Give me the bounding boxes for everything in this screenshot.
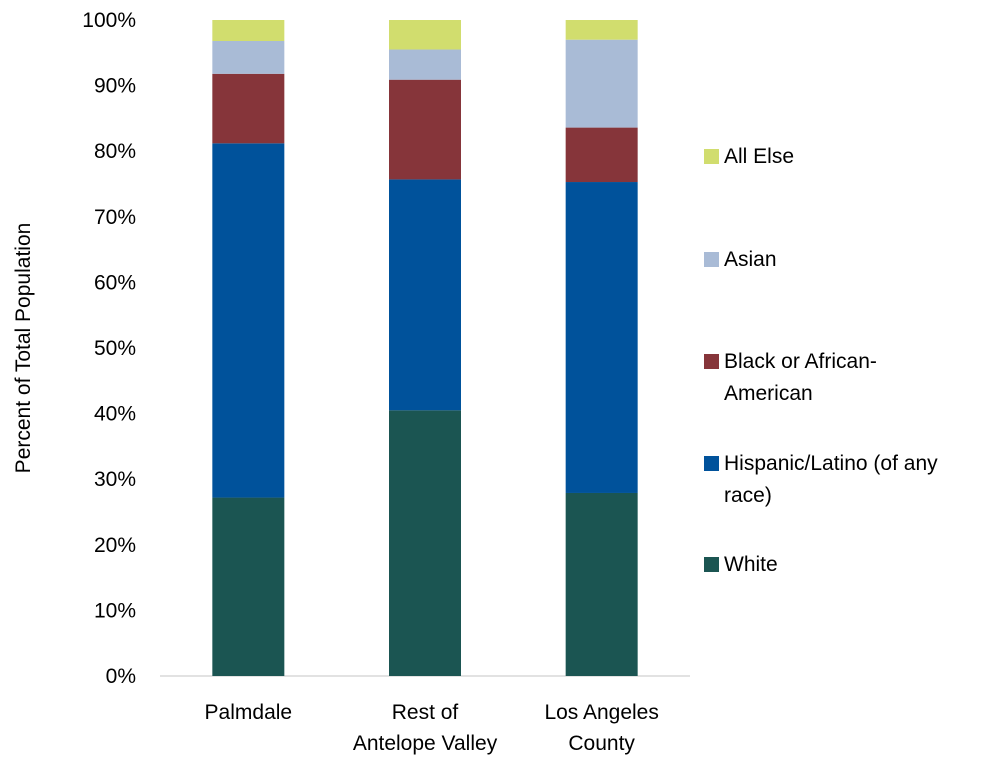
bar-segment-black-or-african-american <box>212 73 285 144</box>
x-category-label: County <box>568 732 635 755</box>
legend: All Else Asian Black or African- American Hi… <box>704 145 938 576</box>
y-tick-label: 40% <box>94 403 136 426</box>
y-tick-label: 10% <box>94 599 136 622</box>
legend-swatch <box>704 557 719 572</box>
x-category-label: Antelope Valley <box>353 732 498 755</box>
category-labels: Palmdale Rest of Antelope Valley Los Angele… <box>205 701 659 755</box>
bar-segment-asian <box>212 40 285 74</box>
bar-segment-hispanic-latino-of-any-race <box>212 143 285 498</box>
legend-label: Asian <box>724 248 777 271</box>
bar-segment-white <box>389 410 461 676</box>
y-tick-label: 100% <box>82 9 136 32</box>
bar-segment-all-else <box>565 20 638 40</box>
x-category-label: Rest of <box>392 701 459 724</box>
legend-label: All Else <box>724 145 794 168</box>
legend-label: White <box>724 553 778 576</box>
legend-swatch <box>704 252 719 267</box>
bar-segment-hispanic-latino-of-any-race <box>565 182 638 493</box>
y-axis-ticks: 0% 10% 20% 30% 40% 50% 60% 70% 80% 90% 100% <box>82 9 136 688</box>
y-tick-label: 80% <box>94 140 136 163</box>
x-category-label: Palmdale <box>205 701 293 724</box>
y-axis-title-group: Percent of Total Population <box>12 223 35 474</box>
legend-label: Black or African- <box>724 350 877 373</box>
bar-segment-white <box>212 497 285 676</box>
bar-segment-asian <box>565 39 638 128</box>
legend-swatch <box>704 354 719 369</box>
y-tick-label: 20% <box>94 534 136 557</box>
y-tick-label: 70% <box>94 206 136 229</box>
y-axis-title: Percent of Total Population <box>12 223 35 474</box>
legend-swatch <box>704 456 719 471</box>
y-tick-label: 90% <box>94 75 136 98</box>
x-category-label: Los Angeles <box>544 701 658 724</box>
bar-segment-all-else <box>389 20 461 50</box>
y-tick-label: 60% <box>94 271 136 294</box>
y-tick-label: 30% <box>94 468 136 491</box>
legend-label: American <box>724 382 813 405</box>
legend-label: Hispanic/Latino (of any <box>724 452 938 475</box>
bars-group <box>212 20 638 676</box>
bar-segment-all-else <box>212 20 285 41</box>
bar-segment-asian <box>389 49 461 80</box>
bar-segment-black-or-african-american <box>389 79 461 180</box>
bar-segment-white <box>565 492 638 676</box>
bar-segment-black-or-african-american <box>565 127 638 183</box>
legend-swatch <box>704 149 719 164</box>
legend-label: race) <box>724 484 772 507</box>
y-tick-label: 0% <box>106 665 136 688</box>
bar-segment-hispanic-latino-of-any-race <box>389 179 461 411</box>
y-tick-label: 50% <box>94 337 136 360</box>
